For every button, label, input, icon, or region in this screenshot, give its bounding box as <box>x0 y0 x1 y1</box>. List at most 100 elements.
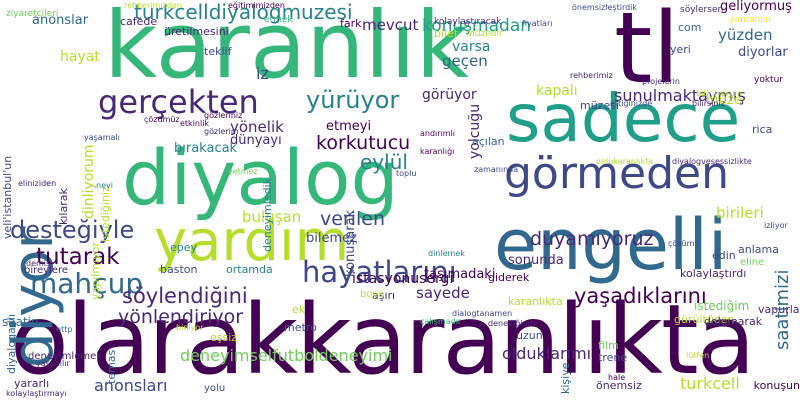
word-cloud-word: saatin <box>2 315 39 329</box>
word-cloud-word: kılarak <box>57 188 70 225</box>
word-cloud-word: geliyormuş <box>720 0 792 14</box>
word-cloud-word: dünyayı <box>230 133 282 148</box>
word-cloud-word: bırakacak <box>174 141 238 156</box>
word-cloud-word: vapurla <box>758 303 800 316</box>
word-cloud-word: yeri <box>670 43 691 56</box>
word-cloud-word: teklif <box>204 45 232 58</box>
word-cloud-word: boya <box>360 289 385 300</box>
word-cloud-word: konuşarak <box>343 209 358 277</box>
word-cloud-word: bireylere <box>24 265 69 276</box>
word-cloud-word: kapalı <box>536 83 578 99</box>
word-cloud-word: engelli <box>494 204 728 286</box>
word-cloud-word: gözlerim <box>204 127 239 136</box>
word-cloud-word: denediğinde <box>488 319 538 328</box>
word-cloud-word: eğitimimizden <box>228 1 285 10</box>
word-cloud-word: cafede <box>120 15 158 28</box>
word-cloud-word: sadece <box>506 80 741 157</box>
word-cloud-word: ortamda <box>226 263 273 276</box>
word-cloud-word: istediğim <box>694 299 750 313</box>
word-cloud-word: bilirsiniz <box>692 99 725 108</box>
word-cloud-word: ettiğinizde <box>610 99 653 108</box>
word-cloud-word: eşsiz <box>210 331 238 344</box>
word-cloud-word: etmek <box>264 15 293 25</box>
word-cloud-word: rehberimizden <box>124 1 182 10</box>
word-cloud-word: konuşun <box>753 379 800 392</box>
word-cloud-word: zamanlar <box>730 15 772 25</box>
word-cloud-word: çalışmadır <box>420 317 462 326</box>
word-cloud-word: verilen <box>320 208 386 230</box>
word-cloud-word: anonsları <box>94 376 168 395</box>
word-cloud-word: gözleriniz <box>204 111 243 120</box>
word-cloud-word: karanlıkta <box>508 295 563 308</box>
word-cloud-word: etmeyi <box>326 119 372 134</box>
word-cloud-word: istasyonusergi <box>352 271 454 287</box>
word-cloud-word: müze <box>706 93 742 108</box>
word-cloud-word: veli'istanbul'un <box>1 155 14 239</box>
word-cloud-word: trene <box>598 351 628 364</box>
word-cloud-word: yönlendiriyor <box>118 306 244 328</box>
word-cloud-word: çözümüz <box>144 115 180 124</box>
word-cloud-word: dinliyorum <box>81 144 97 219</box>
word-cloud-word: çözüm <box>668 239 695 248</box>
word-cloud-word: rehberimiz <box>570 71 613 80</box>
word-cloud-word: önemsiz <box>596 379 642 392</box>
word-cloud-word: kolaylaştırdı <box>680 267 747 280</box>
word-cloud-word: müzesi <box>580 99 620 112</box>
word-cloud-word: istediğiniz <box>99 186 112 242</box>
word-cloud-word: yaşadıklarını <box>574 284 707 308</box>
word-cloud-word: tl <box>614 0 680 106</box>
word-cloud-word: turkcelldiyalogmuzesi <box>134 0 353 24</box>
word-cloud-word: diyalog <box>122 133 399 222</box>
word-cloud-word: http <box>56 325 73 334</box>
word-cloud-word: yetmez <box>228 167 258 176</box>
word-cloud-word: giderek <box>488 271 530 284</box>
word-cloud-word: rica <box>752 123 773 136</box>
word-cloud-word: projelerin <box>642 77 680 86</box>
word-cloud-word: karanlık <box>104 0 469 99</box>
word-cloud-word: görmeden <box>504 148 729 199</box>
word-cloud-word: ek <box>292 303 306 316</box>
word-cloud-word: yoktur <box>754 75 783 85</box>
word-cloud-word: dokunarak <box>704 315 763 328</box>
word-cloud-word: yaşanılır <box>36 359 70 368</box>
word-cloud-word: hayatlarını <box>302 255 457 289</box>
word-cloud-word: andırımlı <box>420 129 456 138</box>
word-cloud-word: müzedir <box>466 29 503 39</box>
word-cloud-word: söylersen <box>680 5 724 15</box>
word-cloud-word: duyamıyoruz <box>530 228 654 250</box>
word-cloud-word: yaşamalı <box>84 133 120 142</box>
word-cloud-word: sayede <box>416 284 470 302</box>
word-cloud-word: görüyor <box>422 87 477 103</box>
word-cloud-word: anlama <box>738 243 779 256</box>
word-cloud-word: konuşmadan <box>422 16 532 36</box>
word-cloud-word: eline <box>740 257 765 268</box>
word-cloud-word: baston <box>160 263 198 276</box>
word-cloud-word: turkcell <box>680 374 740 393</box>
word-cloud-word: desteğiyle <box>10 216 135 244</box>
word-cloud-word: gürültüden <box>674 313 735 326</box>
word-cloud-word: diyalogadlı <box>5 314 18 374</box>
word-cloud-word: oldukaranlıkta <box>596 157 654 166</box>
word-cloud-word: yararlı <box>14 377 50 390</box>
word-cloud-word: sonunda <box>508 253 564 268</box>
word-cloud-word: dinlemek <box>428 249 465 258</box>
word-cloud-word: yolu <box>204 383 226 394</box>
word-cloud-word: sunulmaktaymış <box>614 86 746 105</box>
word-cloud-word: epey <box>170 241 198 254</box>
word-cloud-word: önemsizleştirdik <box>572 3 638 12</box>
word-cloud-word: açılan <box>472 135 505 148</box>
word-cloud-word: fark <box>340 17 362 30</box>
word-cloud-word: bilemez <box>306 231 357 246</box>
word-cloud-word: film <box>598 339 619 352</box>
word-cloud-word: deneyimselfutboldeneyimi <box>180 346 393 365</box>
word-cloud-word: izliyor <box>764 221 788 230</box>
word-cloud-word: olduklarımı <box>502 344 592 363</box>
word-cloud-word: com <box>678 21 702 34</box>
word-cloud-word: yürüyor <box>306 86 400 114</box>
word-cloud-word: korkutucu <box>316 132 411 154</box>
word-cloud-word: demiş <box>26 259 51 268</box>
word-cloud-word: eylül <box>360 150 408 174</box>
word-cloud-word: zamanında <box>474 165 519 174</box>
word-cloud-word: yardım <box>154 209 350 274</box>
